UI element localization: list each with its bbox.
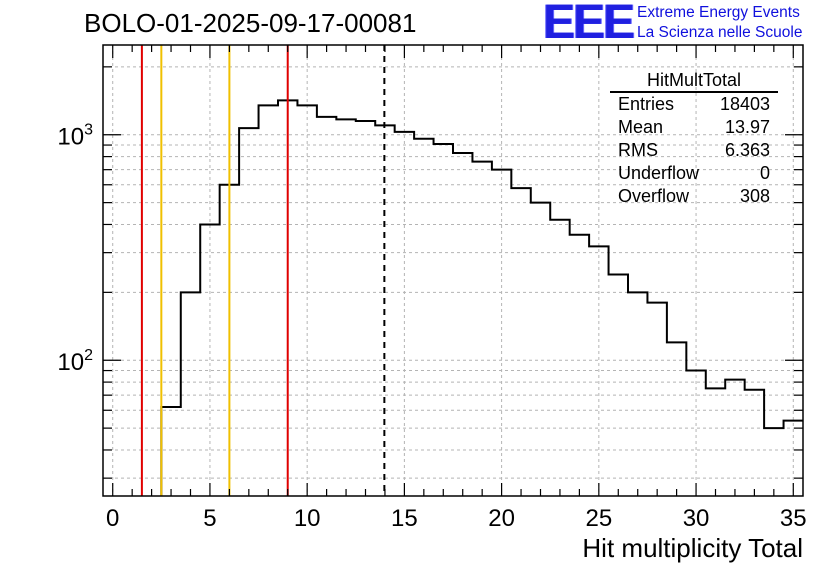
x-tick-label: 10: [294, 505, 321, 532]
run-title: BOLO-01-2025-09-17-00081: [84, 8, 417, 38]
histogram-series: [160, 99, 803, 496]
x-tick-label: 35: [780, 505, 807, 532]
x-tick-label: 0: [106, 505, 119, 532]
x-tick-label: 25: [585, 505, 612, 532]
stat-row-underflow: Underflow 0: [610, 162, 778, 185]
x-tick-label: 15: [391, 505, 418, 532]
plot-frame: [102, 44, 804, 497]
x-axis-label: Hit multiplicity Total: [582, 533, 803, 563]
stat-value: 6.363: [724, 140, 770, 160]
stat-label: Underflow: [618, 163, 700, 183]
logo-line-2: La Scienza nelle Scuole: [637, 24, 803, 41]
y-tick-label: 103: [57, 122, 93, 151]
eee-logo: EEE: [543, 0, 635, 49]
stat-row-mean: Mean 13.97: [610, 116, 778, 139]
stats-box: HitMultTotal Entries 18403 Mean 13.97 RM…: [610, 70, 778, 208]
x-tick-label: 30: [683, 505, 710, 532]
stat-row-entries: Entries 18403: [610, 93, 778, 116]
stat-label: RMS: [618, 140, 658, 160]
y-tick-label: 102: [57, 347, 93, 376]
stat-value: 18403: [719, 94, 770, 114]
stats-title: HitMultTotal: [610, 70, 778, 93]
stat-value: 13.97: [724, 117, 770, 137]
stat-row-rms: RMS 6.363: [610, 139, 778, 162]
stat-row-overflow: Overflow 308: [610, 185, 778, 208]
x-tick-label: 20: [488, 505, 515, 532]
x-tick-label: 5: [203, 505, 216, 532]
stat-label: Mean: [618, 117, 664, 137]
stat-label: Overflow: [618, 186, 690, 206]
plot-area: [103, 45, 803, 496]
stat-value: 0: [759, 163, 770, 183]
logo-line-1: Extreme Energy Events: [637, 4, 800, 21]
stat-label: Entries: [618, 94, 675, 114]
stat-value: 308: [739, 186, 770, 206]
